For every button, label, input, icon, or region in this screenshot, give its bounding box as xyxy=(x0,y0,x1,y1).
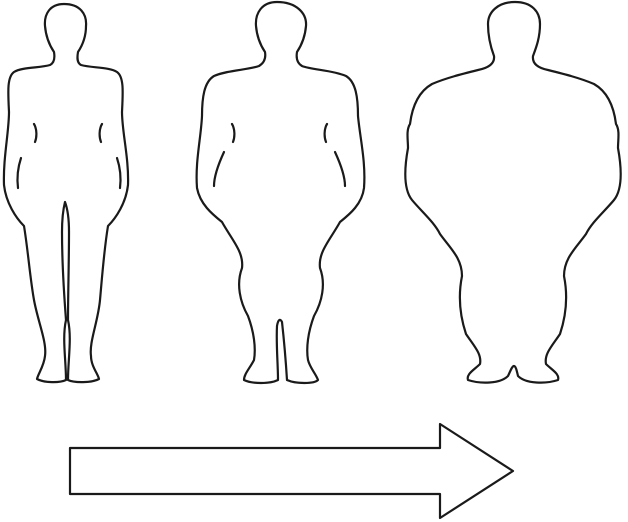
slim-left-arm-crease xyxy=(32,122,38,144)
overweight-body-figure xyxy=(195,0,366,385)
overweight-right-arm-crease xyxy=(323,122,329,144)
overweight-left-hand-crease xyxy=(212,150,226,188)
slim-left-hand-crease xyxy=(16,156,23,190)
obese-body-figure xyxy=(404,0,622,384)
slim-right-hand-crease xyxy=(115,156,122,190)
overweight-right-hand-crease xyxy=(333,150,347,188)
slim-right-arm-crease xyxy=(98,122,104,144)
overweight-left-arm-crease xyxy=(230,122,236,144)
slim-body-figure xyxy=(2,2,130,384)
progression-arrow-icon xyxy=(68,422,515,520)
